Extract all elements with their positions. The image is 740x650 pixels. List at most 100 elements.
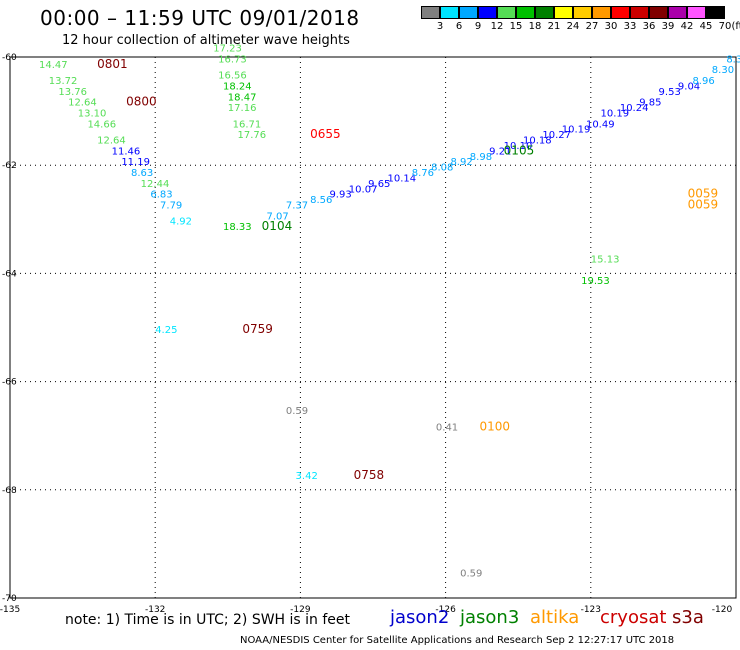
wave-height-value: 12.64: [97, 136, 126, 147]
wave-height-value: 3.42: [296, 471, 318, 482]
footer-note: note: 1) Time is in UTC; 2) SWH is in fe…: [65, 612, 351, 628]
longitude-label: -132: [145, 605, 165, 615]
latitude-label: -60: [2, 53, 17, 63]
chart-subtitle: 12 hour collection of altimeter wave hei…: [62, 33, 350, 48]
wave-height-value: 14.47: [39, 60, 68, 71]
wave-height-value: 4.92: [170, 217, 192, 228]
wave-height-value: 8.96: [692, 76, 714, 87]
wave-height-value: 10.18: [523, 136, 552, 147]
wave-height-value: 15.13: [591, 255, 620, 266]
wave-height-value: 8.56: [310, 195, 332, 206]
wave-height-value: 10.24: [620, 103, 649, 114]
longitude-label: -126: [435, 605, 456, 615]
latitude-label: -64: [2, 269, 17, 279]
credit-line: NOAA/NESDIS Center for Satellite Applica…: [240, 635, 675, 646]
wave-height-value: 8.30: [712, 65, 734, 76]
wave-height-value: 13.72: [49, 76, 78, 87]
wave-height-value: 18.24: [223, 81, 252, 92]
wave-height-value: 10.49: [586, 119, 615, 130]
colorbar-swatch: [535, 6, 554, 19]
colorbar-label: 6: [455, 21, 463, 32]
pass-time-label: 0655: [310, 127, 341, 141]
colorbar-label: 15: [509, 21, 523, 32]
map-frame: [9, 56, 737, 599]
colorbar-swatch: [459, 6, 478, 19]
wave-height-value: 13.10: [78, 109, 107, 120]
wave-height-value: 8.08: [431, 163, 453, 174]
colorbar-swatch: [630, 6, 649, 19]
legend-altika: altika: [530, 607, 580, 628]
latitude-label: -68: [2, 486, 17, 496]
wave-height-value: 10.27: [542, 130, 571, 141]
wave-height-value: 17.16: [228, 103, 257, 114]
longitude-label: -123: [581, 605, 601, 615]
colorbar-label: 70: [718, 21, 732, 32]
colorbar-label: 33: [623, 21, 637, 32]
colorbar-swatch: [649, 6, 668, 19]
wave-height-value: 6.83: [150, 190, 172, 201]
wave-height-value: 16.56: [218, 71, 247, 82]
colorbar-label: 27: [585, 21, 599, 32]
colorbar-label: 9: [474, 21, 482, 32]
wave-height-value: 14.66: [87, 119, 116, 130]
wave-height-value: 11.46: [112, 146, 141, 157]
wave-height-value: 8.92: [450, 157, 472, 168]
pass-time-label: 0104: [262, 219, 293, 233]
wave-height-value: 0.59: [286, 406, 308, 417]
pass-time-label: 0759: [242, 322, 273, 336]
wave-height-value: 8.76: [412, 168, 434, 179]
colorbar-swatch: [573, 6, 592, 19]
wave-height-value: 16.73: [218, 54, 247, 65]
pass-time-label: 0105: [504, 143, 535, 157]
colorbar-swatch: [516, 6, 535, 19]
colorbar-swatch: [668, 6, 687, 19]
wave-height-value: 0.41: [436, 422, 458, 433]
colorbar-swatch: [421, 6, 440, 19]
latitude-label: -70: [2, 594, 17, 604]
legend-cryosat: cryosat: [600, 607, 667, 628]
wave-height-value: 10.14: [388, 173, 417, 184]
colorbar-swatch: [611, 6, 630, 19]
longitude-label: -120: [712, 605, 733, 615]
colorbar-swatch: [687, 6, 706, 19]
legend-jason3: jason3: [460, 607, 520, 628]
colorbar-label: 30: [604, 21, 618, 32]
wave-height-value: 19.53: [581, 276, 610, 287]
wave-height-value: 9.53: [659, 87, 681, 98]
colorbar-label: 36: [642, 21, 656, 32]
legend-s3a: s3a: [672, 607, 704, 628]
chart-title: 00:00 – 11:59 UTC 09/01/2018: [40, 6, 360, 30]
colorbar-swatch: [440, 6, 459, 19]
latitude-label: -66: [2, 378, 17, 388]
longitude-label: -129: [290, 605, 311, 615]
wave-height-value: 17.76: [237, 130, 266, 141]
wave-height-value: 12.64: [68, 98, 97, 109]
colorbar-label: 18: [528, 21, 542, 32]
wave-height-value: 9.93: [329, 190, 351, 201]
colorbar-label: 42: [680, 21, 694, 32]
wave-height-value: 8.98: [470, 152, 492, 163]
colorbar-swatch: [554, 6, 573, 19]
wave-height-value: 4.25: [155, 325, 177, 336]
wave-height-value: 7.37: [286, 200, 308, 211]
wave-height-value: 18.33: [223, 222, 252, 233]
wave-height-value: 7.79: [160, 200, 182, 211]
wave-height-value: 17.23: [213, 44, 242, 55]
wave-height-value: 9.04: [678, 81, 700, 92]
pass-time-label: 0059: [688, 187, 719, 201]
pass-time-label: 0800: [126, 95, 157, 109]
wave-height-value: 7.07: [267, 211, 289, 222]
colorbar-label: 39: [661, 21, 675, 32]
colorbar-swatch: [497, 6, 516, 19]
pass-time-label: 0801: [97, 57, 128, 71]
colorbar-swatch: [478, 6, 497, 19]
wave-height-value: 16.71: [233, 119, 262, 130]
wave-height-value: 9.65: [368, 179, 390, 190]
wave-height-value: 8.63: [131, 168, 153, 179]
wave-height-value: 13.76: [58, 87, 87, 98]
pass-time-label: 0100: [479, 419, 510, 433]
pass-time-label: 0059: [688, 197, 719, 211]
wave-height-value: 18.47: [228, 92, 257, 103]
wave-height-value: 12.44: [141, 179, 170, 190]
